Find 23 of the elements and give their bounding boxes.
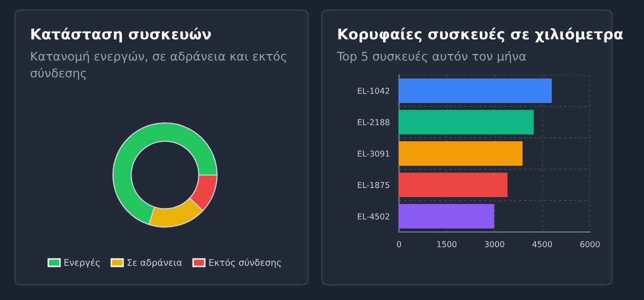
y-tick-label: EL-1875 (358, 182, 390, 188)
bar (399, 78, 552, 103)
bar (399, 172, 508, 198)
x-tick-label: 4500 (532, 241, 552, 248)
x-tick-label: 1500 (437, 241, 456, 248)
y-tick-label: EL-3091 (358, 150, 390, 157)
y-tick-label: EL-2188 (358, 119, 390, 126)
legend-label: Σε αδράνεια (128, 258, 182, 268)
x-tick-label: 0 (396, 241, 402, 248)
chart-title: Κατάσταση συσκευών (31, 28, 211, 42)
chart-subtitle: Κατανομή ενεργών, σε αδράνεια και εκτός σύνδεσης (30, 51, 286, 80)
chart-subtitle: Top 5 συσκευές αυτόν τον μήνα (336, 51, 526, 64)
legend-label: Ενεργές (64, 258, 100, 268)
bar (399, 141, 523, 166)
donut-slice (112, 122, 218, 226)
chart-title: Κορυφαίες συσκευές σε χιλιόμετρα (338, 28, 623, 42)
y-tick-label: EL-4502 (358, 213, 390, 220)
bar (399, 204, 494, 229)
y-tick-label: EL-1042 (358, 88, 390, 94)
x-tick-label: 6000 (580, 241, 600, 248)
legend-label: Εκτός σύνδεσης (209, 258, 281, 268)
x-tick-label: 3000 (484, 241, 504, 248)
bar (399, 110, 534, 134)
